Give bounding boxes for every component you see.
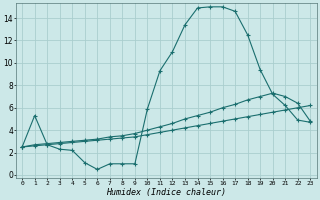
X-axis label: Humidex (Indice chaleur): Humidex (Indice chaleur)	[106, 188, 226, 197]
